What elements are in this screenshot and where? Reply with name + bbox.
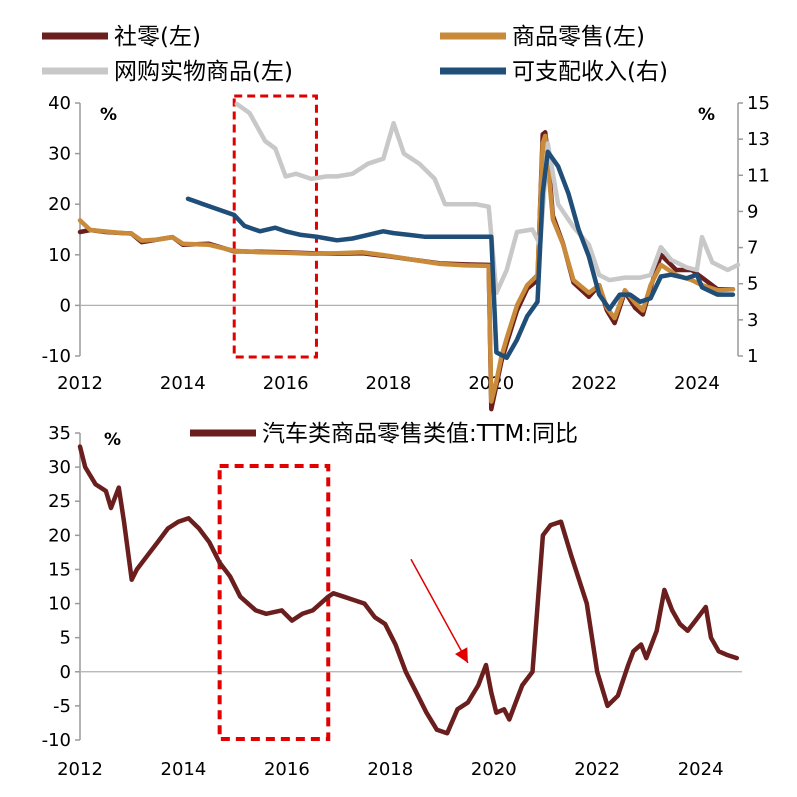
bottom-x-tick-label: 2020	[471, 759, 517, 780]
bottom-x-tick-label: 2018	[367, 759, 413, 780]
top-right-tick-label: 13	[747, 129, 770, 150]
top-left-tick-label: 40	[48, 93, 71, 114]
top-x-tick-label: 2014	[160, 373, 206, 394]
top-right-tick-label: 5	[747, 274, 758, 295]
bottom-x-tick-label: 2012	[57, 759, 103, 780]
top-right-tick-label: 9	[747, 201, 758, 222]
bottom-left-tick-label: 15	[48, 559, 71, 580]
bottom-x-tick-label: 2016	[264, 759, 310, 780]
top-left-tick-label: 10	[48, 245, 71, 266]
bottom-left-tick-label: 25	[48, 491, 71, 512]
top-right-tick-label: 1	[747, 346, 758, 367]
bottom-left-tick-label: -5	[53, 696, 71, 717]
bottom-left-unit: %	[104, 430, 121, 450]
bottom-arrow-head	[455, 647, 468, 663]
top-x-tick-label: 2016	[263, 373, 309, 394]
bottom-x-tick-label: 2024	[678, 759, 724, 780]
bottom-series-line-0	[77, 444, 740, 736]
legend-label-可支配收入: 可支配收入(右)	[512, 59, 668, 85]
top-right-tick-label: 11	[747, 165, 770, 186]
top-x-tick-label: 2022	[571, 373, 617, 394]
top-legend: 社零(左) 商品零售(左) 网购实物商品(左) 可支配收入(右)	[42, 24, 668, 85]
top-left-tick-label: 20	[48, 194, 71, 215]
legend-label-网购实物商品: 网购实物商品(左)	[114, 59, 293, 85]
bottom-left-tick-label: 35	[48, 423, 71, 444]
top-left-unit: %	[100, 105, 117, 125]
bottom-left-tick-label: -10	[42, 730, 71, 751]
bottom-left-tick-label: 20	[48, 525, 71, 546]
legend-label-汽车类: 汽车类商品零售类值:TTM:同比	[262, 421, 578, 447]
top-left-tick-label: 30	[48, 144, 71, 165]
top-left-tick-label: 0	[60, 295, 71, 316]
bottom-left-tick-label: 0	[60, 662, 71, 683]
bottom-legend: 汽车类商品零售类值:TTM:同比	[190, 421, 578, 447]
top-x-tick-label: 2012	[57, 373, 103, 394]
legend-label-商品零售: 商品零售(左)	[512, 24, 645, 50]
top-right-tick-label: 3	[747, 310, 758, 331]
top-series-line-2	[234, 101, 741, 296]
top-highlight-box	[232, 94, 318, 359]
top-right-tick-label: 7	[747, 238, 758, 259]
bottom-left-tick-label: 30	[48, 457, 71, 478]
legend-label-社零: 社零(左)	[114, 24, 201, 50]
top-left-tick-label: -10	[42, 346, 71, 367]
top-series-line-1	[77, 133, 736, 404]
top-right-unit: %	[698, 105, 715, 125]
bottom-plot-area: -10 -5 0 5 10 15 20 25 30 35 2012 2014 2016 2018 2020 2…	[42, 423, 742, 780]
top-series-line-3	[185, 149, 736, 361]
bottom-highlight-box	[217, 464, 331, 741]
top-x-tick-label: 2018	[366, 373, 412, 394]
bottom-left-tick-label: 10	[48, 594, 71, 615]
top-right-tick-label: 15	[747, 93, 770, 114]
top-x-tick-label: 2024	[674, 373, 720, 394]
bottom-x-tick-label: 2014	[161, 759, 207, 780]
top-series-line-0	[77, 130, 736, 412]
bottom-x-tick-label: 2022	[574, 759, 620, 780]
bottom-arrow-line	[410, 558, 469, 664]
bottom-left-tick-label: 5	[60, 628, 71, 649]
